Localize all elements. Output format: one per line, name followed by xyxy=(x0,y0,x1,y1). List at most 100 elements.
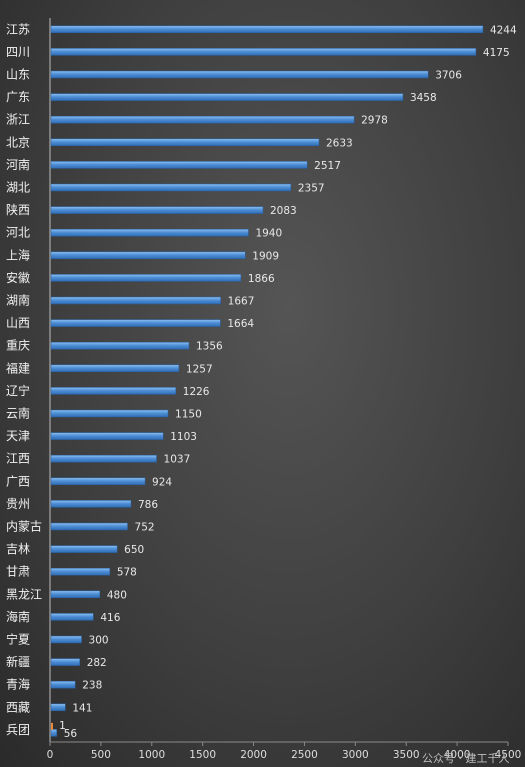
bar xyxy=(50,319,221,327)
category-label: 福建 xyxy=(6,360,30,375)
category-label: 湖北 xyxy=(6,180,30,195)
watermark: 公众号 · 建工千人 xyxy=(422,751,510,765)
value-label: 1037 xyxy=(164,454,191,466)
bar xyxy=(50,409,169,418)
x-tick-label: 1000 xyxy=(138,749,165,761)
bar xyxy=(50,161,308,169)
bar xyxy=(50,454,157,463)
category-label: 山西 xyxy=(6,316,30,330)
value-label: 2357 xyxy=(298,183,325,195)
value-label: 786 xyxy=(138,499,158,511)
value-label: 650 xyxy=(124,544,144,556)
category-label: 山东 xyxy=(6,68,30,82)
value-label: 238 xyxy=(82,680,102,692)
bar xyxy=(50,703,66,712)
value-label: 480 xyxy=(107,589,127,601)
category-label: 北京 xyxy=(6,135,30,149)
bar xyxy=(50,115,355,124)
bar xyxy=(50,432,164,440)
x-tick-label: 3000 xyxy=(342,749,369,761)
bar xyxy=(50,296,221,305)
value-label: 752 xyxy=(135,522,155,534)
bar xyxy=(50,635,82,644)
category-label: 河南 xyxy=(6,157,30,172)
x-tick-label: 0 xyxy=(47,749,54,761)
category-label: 陕西 xyxy=(6,202,30,217)
bar xyxy=(50,522,128,531)
bar xyxy=(50,25,484,34)
bar xyxy=(50,590,101,599)
value-label: 416 xyxy=(100,612,120,624)
bar xyxy=(50,138,320,147)
bar xyxy=(50,545,118,553)
category-label: 兵团 xyxy=(6,723,30,737)
bar xyxy=(50,613,94,621)
value-label: 924 xyxy=(152,476,172,488)
bar xyxy=(50,93,404,101)
value-label: 2517 xyxy=(314,160,341,172)
bar xyxy=(50,364,180,373)
category-label: 上海 xyxy=(6,247,30,262)
value-label: 2633 xyxy=(326,137,353,149)
category-label: 重庆 xyxy=(6,339,30,353)
value-label: 1667 xyxy=(228,296,255,308)
bar xyxy=(50,70,429,79)
category-label: 湖南 xyxy=(6,293,30,308)
category-label: 新疆 xyxy=(6,654,30,669)
x-tick-label: 4500 xyxy=(495,749,522,761)
category-label: 贵州 xyxy=(6,497,30,511)
value-label: 1940 xyxy=(255,228,282,240)
value-label: 3458 xyxy=(410,92,437,104)
x-tick-label: 2000 xyxy=(240,749,267,761)
x-tick-label: 2500 xyxy=(291,749,318,761)
category-label: 青海 xyxy=(6,677,30,692)
bar xyxy=(50,183,292,192)
category-label: 西藏 xyxy=(6,700,30,714)
value-label: 2978 xyxy=(361,115,388,127)
bar xyxy=(50,206,264,214)
value-label: 1226 xyxy=(183,386,210,398)
value-label: 578 xyxy=(117,567,137,579)
bar xyxy=(50,274,242,282)
value-label: 1356 xyxy=(196,341,223,353)
value-label-secondary: 1 xyxy=(59,720,66,732)
category-label: 四川 xyxy=(6,45,30,59)
x-tick-label: 500 xyxy=(91,749,111,761)
category-label: 宁夏 xyxy=(6,632,30,647)
value-label: 1257 xyxy=(186,363,213,375)
category-label: 吉林 xyxy=(6,542,30,556)
x-tick-label: 1500 xyxy=(189,749,216,761)
category-label: 安徽 xyxy=(6,270,30,285)
bar xyxy=(50,729,57,737)
category-label: 甘肃 xyxy=(6,565,30,579)
value-label: 4244 xyxy=(490,24,517,36)
bar xyxy=(50,251,246,260)
x-axis-ticks: 0 500 1000 1500 2000 2500 3000 3500 4000 4500 xyxy=(47,742,522,761)
category-label: 海南 xyxy=(6,609,30,624)
value-label: 1103 xyxy=(170,431,197,443)
category-label: 黑龙江 xyxy=(6,587,42,601)
category-label: 浙江 xyxy=(6,113,30,127)
bar xyxy=(50,341,190,350)
value-label: 1909 xyxy=(252,250,279,262)
bar xyxy=(50,477,146,486)
value-label: 3706 xyxy=(435,70,462,82)
category-label: 辽宁 xyxy=(6,383,30,398)
value-label: 141 xyxy=(72,702,92,714)
bar xyxy=(50,387,177,395)
bar xyxy=(50,680,76,689)
category-label: 广东 xyxy=(6,90,30,104)
x-tick-label: 3500 xyxy=(393,749,420,761)
bar xyxy=(50,658,80,666)
value-label: 1150 xyxy=(175,409,202,421)
value-label: 300 xyxy=(89,635,109,647)
value-label: 1866 xyxy=(248,273,275,285)
value-label: 2083 xyxy=(270,205,297,217)
value-label: 282 xyxy=(87,657,107,669)
bar xyxy=(50,228,249,237)
bar-secondary xyxy=(51,722,53,730)
x-tick-label: 4000 xyxy=(444,749,471,761)
category-label: 江苏 xyxy=(6,22,30,36)
bars-layer: 江苏 4244 四川 4175 山东 3706 广东 3458 浙江 2978 北京 2633 河南 25… xyxy=(6,22,517,740)
category-label: 广西 xyxy=(6,474,30,488)
